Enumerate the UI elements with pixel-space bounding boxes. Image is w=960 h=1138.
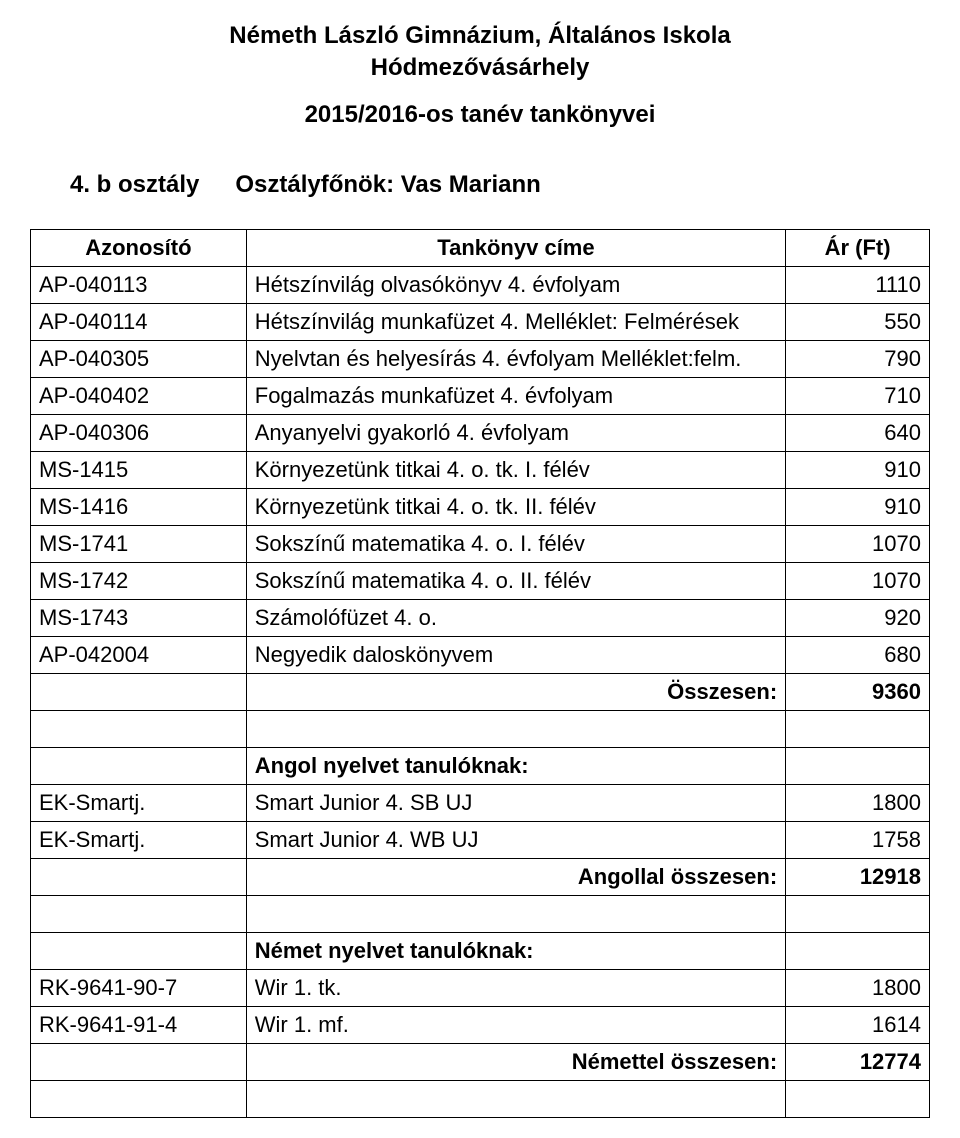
german-total-row: Némettel összesen: 12774 [31, 1044, 930, 1081]
city: Hódmezővásárhely [30, 52, 930, 84]
german-heading-row: Német nyelvet tanulóknak: [31, 933, 930, 970]
german-total-label: Némettel összesen: [246, 1044, 785, 1081]
table-header-row: Azonosító Tankönyv címe Ár (Ft) [31, 230, 930, 267]
teacher-name: Osztályfőnök: Vas Mariann [235, 171, 540, 198]
table-row: RK-9641-90-7Wir 1. tk.1800 [31, 970, 930, 1007]
header-price: Ár (Ft) [786, 230, 930, 267]
table-row: AP-040306Anyanyelvi gyakorló 4. évfolyam… [31, 415, 930, 452]
table-row: AP-040113Hétszínvilág olvasókönyv 4. évf… [31, 267, 930, 304]
english-heading-row: Angol nyelvet tanulóknak: [31, 748, 930, 785]
table-row: AP-040402Fogalmazás munkafüzet 4. évfoly… [31, 378, 930, 415]
empty-row [31, 1081, 930, 1118]
year-title: 2015/2016-os tanév tankönyvei [30, 99, 930, 131]
table-row: EK-Smartj.Smart Junior 4. SB UJ1800 [31, 785, 930, 822]
header-title: Tankönyv címe [246, 230, 785, 267]
class-name: 4. b osztály [70, 171, 199, 198]
total-label: Összesen: [246, 674, 785, 711]
empty-row [31, 896, 930, 933]
table-row: RK-9641-91-4Wir 1. mf.1614 [31, 1007, 930, 1044]
german-total-value: 12774 [786, 1044, 930, 1081]
german-heading: Német nyelvet tanulóknak: [246, 933, 785, 970]
table-row: AP-042004Negyedik daloskönyvem680 [31, 637, 930, 674]
english-total-row: Angollal összesen: 12918 [31, 859, 930, 896]
table-row: MS-1743Számolófüzet 4. o.920 [31, 600, 930, 637]
table-row: MS-1415Környezetünk titkai 4. o. tk. I. … [31, 452, 930, 489]
header-id: Azonosító [31, 230, 247, 267]
table-row: MS-1742Sokszínű matematika 4. o. II. fél… [31, 563, 930, 600]
table-row: MS-1416Környezetünk titkai 4. o. tk. II.… [31, 489, 930, 526]
english-heading: Angol nyelvet tanulóknak: [246, 748, 785, 785]
total-value: 9360 [786, 674, 930, 711]
empty-row [31, 711, 930, 748]
table-row: EK-Smartj.Smart Junior 4. WB UJ1758 [31, 822, 930, 859]
class-info: 4. b osztály Osztályfőnök: Vas Mariann [30, 171, 930, 199]
table-row: AP-040114Hétszínvilág munkafüzet 4. Mell… [31, 304, 930, 341]
total-row: Összesen: 9360 [31, 674, 930, 711]
school-name: Németh László Gimnázium, Általános Iskol… [30, 20, 930, 52]
textbook-table: Azonosító Tankönyv címe Ár (Ft) AP-04011… [30, 229, 930, 1118]
table-row: AP-040305Nyelvtan és helyesírás 4. évfol… [31, 341, 930, 378]
english-total-value: 12918 [786, 859, 930, 896]
table-row: MS-1741Sokszínű matematika 4. o. I. félé… [31, 526, 930, 563]
document-header: Németh László Gimnázium, Általános Iskol… [30, 20, 930, 131]
english-total-label: Angollal összesen: [246, 859, 785, 896]
